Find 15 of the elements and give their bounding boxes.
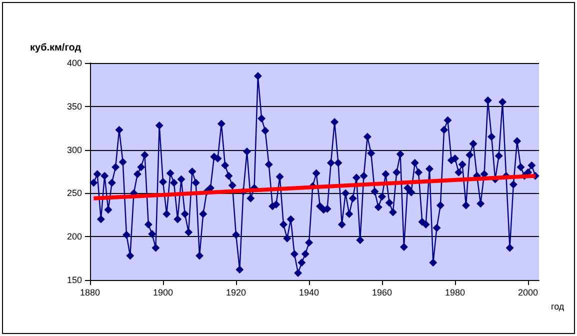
y-tick-label: 250 (66, 188, 82, 198)
x-tick-label: 1980 (445, 288, 466, 298)
y-tick-label: 150 (66, 275, 82, 285)
x-tick-label: 1880 (80, 288, 100, 298)
y-tick-label: 300 (66, 144, 82, 155)
y-tick-label: 350 (66, 101, 82, 112)
x-tick-label: 1940 (299, 288, 320, 298)
x-axis-title: год (551, 302, 565, 312)
x-tick-label: 1960 (372, 288, 392, 298)
x-tick-label: 2000 (518, 288, 538, 298)
y-tick-label: 200 (66, 232, 82, 242)
x-tick-label: 1900 (152, 288, 174, 298)
x-tick-label: 1920 (226, 288, 246, 298)
y-tick-label: 400 (66, 58, 82, 68)
y-axis-title: куб.км/год (30, 42, 82, 54)
